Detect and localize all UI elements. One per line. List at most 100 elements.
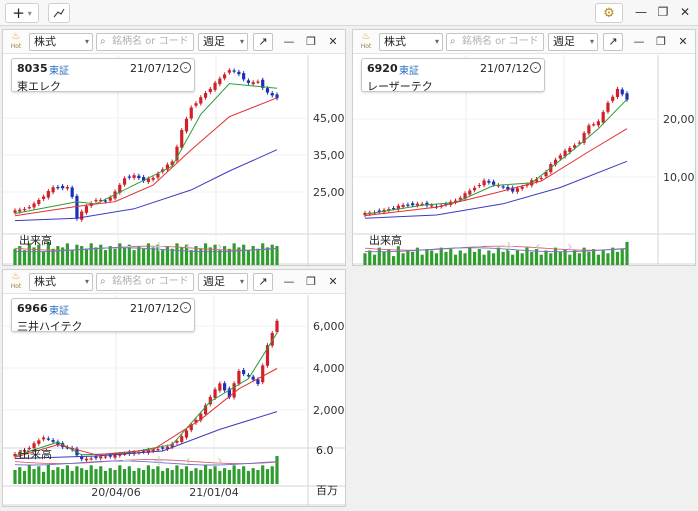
volume-bar xyxy=(165,246,170,265)
volume-bar xyxy=(539,254,543,265)
volume-bar xyxy=(189,470,193,484)
search-placeholder: 銘柄名 or コード xyxy=(462,36,539,47)
symbol-search-input[interactable]: ⌕ 銘柄名 or コード xyxy=(96,33,194,51)
period-select[interactable]: 週足 ▾ xyxy=(548,33,598,51)
volume-bar xyxy=(146,243,150,265)
candle-body xyxy=(80,211,84,220)
volume-bar xyxy=(27,243,31,265)
minimize-icon[interactable]: — xyxy=(633,35,645,48)
volume-bar xyxy=(103,470,108,484)
chevron-circle-icon[interactable]: ⌄ xyxy=(180,62,191,73)
volume-bar xyxy=(156,244,160,265)
scroll-left-icon[interactable]: ‹ xyxy=(185,453,191,469)
period-select[interactable]: 週足 ▾ xyxy=(198,33,248,51)
volume-bar xyxy=(118,243,122,265)
zoom-in-icon[interactable]: + xyxy=(503,239,515,255)
search-placeholder: 銘柄名 or コード xyxy=(112,36,189,47)
candle-body xyxy=(415,203,419,206)
volume-bar xyxy=(75,244,79,265)
asset-type-select[interactable]: 株式 ▾ xyxy=(29,273,93,291)
popout-button[interactable]: ↗ xyxy=(253,273,273,291)
maximize-icon[interactable]: ❐ xyxy=(306,35,316,48)
volume-bar xyxy=(246,470,251,484)
scroll-left-icon[interactable]: ‹ xyxy=(535,239,541,255)
volume-bar xyxy=(434,253,439,265)
maximize-icon[interactable]: ❐ xyxy=(306,275,316,288)
scroll-right-icon[interactable]: › xyxy=(567,239,573,255)
close-icon[interactable]: ✕ xyxy=(679,5,691,19)
volume-bar xyxy=(611,247,615,265)
maximize-icon[interactable]: ❐ xyxy=(657,5,669,19)
candle-body xyxy=(27,207,31,209)
chevron-down-icon: ▾ xyxy=(434,37,439,46)
settings-button[interactable]: ⚙ xyxy=(595,3,623,23)
minimize-icon[interactable]: — xyxy=(283,275,295,288)
volume-bar xyxy=(251,468,255,484)
chevron-circle-icon[interactable]: ⌄ xyxy=(180,302,191,313)
zoom-out-icon[interactable]: − xyxy=(121,239,133,255)
period-select[interactable]: 週足 ▾ xyxy=(198,273,248,291)
flame-icon: ♨ xyxy=(11,271,21,282)
candle-body xyxy=(37,440,41,444)
close-icon[interactable]: ✕ xyxy=(328,275,338,288)
close-icon[interactable]: ✕ xyxy=(678,35,688,48)
candle-body xyxy=(32,443,36,449)
symbol-search-input[interactable]: ⌕ 銘柄名 or コード xyxy=(446,33,544,51)
volume-bar xyxy=(142,470,146,484)
asset-type-select[interactable]: 株式 ▾ xyxy=(379,33,443,51)
popout-button[interactable]: ↗ xyxy=(253,33,273,51)
candle-body xyxy=(625,93,629,100)
volume-bar xyxy=(70,470,74,484)
volume-bar xyxy=(170,248,174,265)
volume-bar xyxy=(368,250,372,265)
zoom-in-icon[interactable]: + xyxy=(153,239,165,255)
volume-bar xyxy=(382,251,386,265)
symbol-search-input[interactable]: ⌕ 銘柄名 or コード xyxy=(96,273,194,291)
volume-bar xyxy=(84,248,89,265)
search-icon: ⌕ xyxy=(100,276,106,287)
scroll-right-icon[interactable]: › xyxy=(217,453,223,469)
volume-bar xyxy=(275,246,279,265)
scroll-right-icon[interactable]: › xyxy=(217,239,223,255)
candle-body xyxy=(180,436,184,442)
volume-bar xyxy=(363,253,367,265)
maximize-icon[interactable]: ❐ xyxy=(656,35,666,48)
popout-button[interactable]: ↗ xyxy=(603,33,623,51)
chevron-circle-icon[interactable]: ⌄ xyxy=(530,62,541,73)
trend-chart-button[interactable] xyxy=(48,3,70,23)
candle-body xyxy=(84,206,89,213)
close-icon[interactable]: ✕ xyxy=(328,35,338,48)
x-tick-label: 21/01/04 xyxy=(189,486,238,499)
hot-icon[interactable]: ♨ Hot xyxy=(7,271,25,293)
candle-body xyxy=(539,177,543,180)
volume-bar xyxy=(80,468,84,484)
zoom-out-icon[interactable]: − xyxy=(121,453,133,469)
candle-body xyxy=(94,200,98,202)
scroll-left-icon[interactable]: ‹ xyxy=(185,239,191,255)
minimize-icon[interactable]: — xyxy=(283,35,295,48)
asset-type-select[interactable]: 株式 ▾ xyxy=(29,33,93,51)
volume-bar xyxy=(122,469,127,484)
volume-bar xyxy=(544,250,548,265)
hot-icon[interactable]: ♨ Hot xyxy=(357,31,375,53)
chart-panel-6966: ♨ Hot 株式 ▾ ⌕ 銘柄名 or コード 週足 ▾ ↗ — ❐ ✕ 6966 東証 21/07/12 ⌄… xyxy=(2,269,346,507)
candle-body xyxy=(582,133,586,143)
hot-icon[interactable]: ♨ Hot xyxy=(7,31,25,53)
zoom-in-icon[interactable]: + xyxy=(153,453,165,469)
candle-body xyxy=(151,177,155,180)
volume-bar xyxy=(208,469,212,484)
candle-body xyxy=(146,449,150,453)
zoom-out-icon[interactable]: − xyxy=(471,239,483,255)
add-chart-button[interactable]: + ▾ xyxy=(5,3,39,23)
volume-bar xyxy=(37,244,41,265)
arrow-up-right-icon: ↗ xyxy=(258,35,268,48)
candle-body xyxy=(89,458,93,460)
chevron-down-icon: ▾ xyxy=(239,37,244,46)
volume-bar xyxy=(75,466,79,484)
minimize-icon[interactable]: — xyxy=(635,5,647,19)
volume-bar xyxy=(13,248,17,265)
